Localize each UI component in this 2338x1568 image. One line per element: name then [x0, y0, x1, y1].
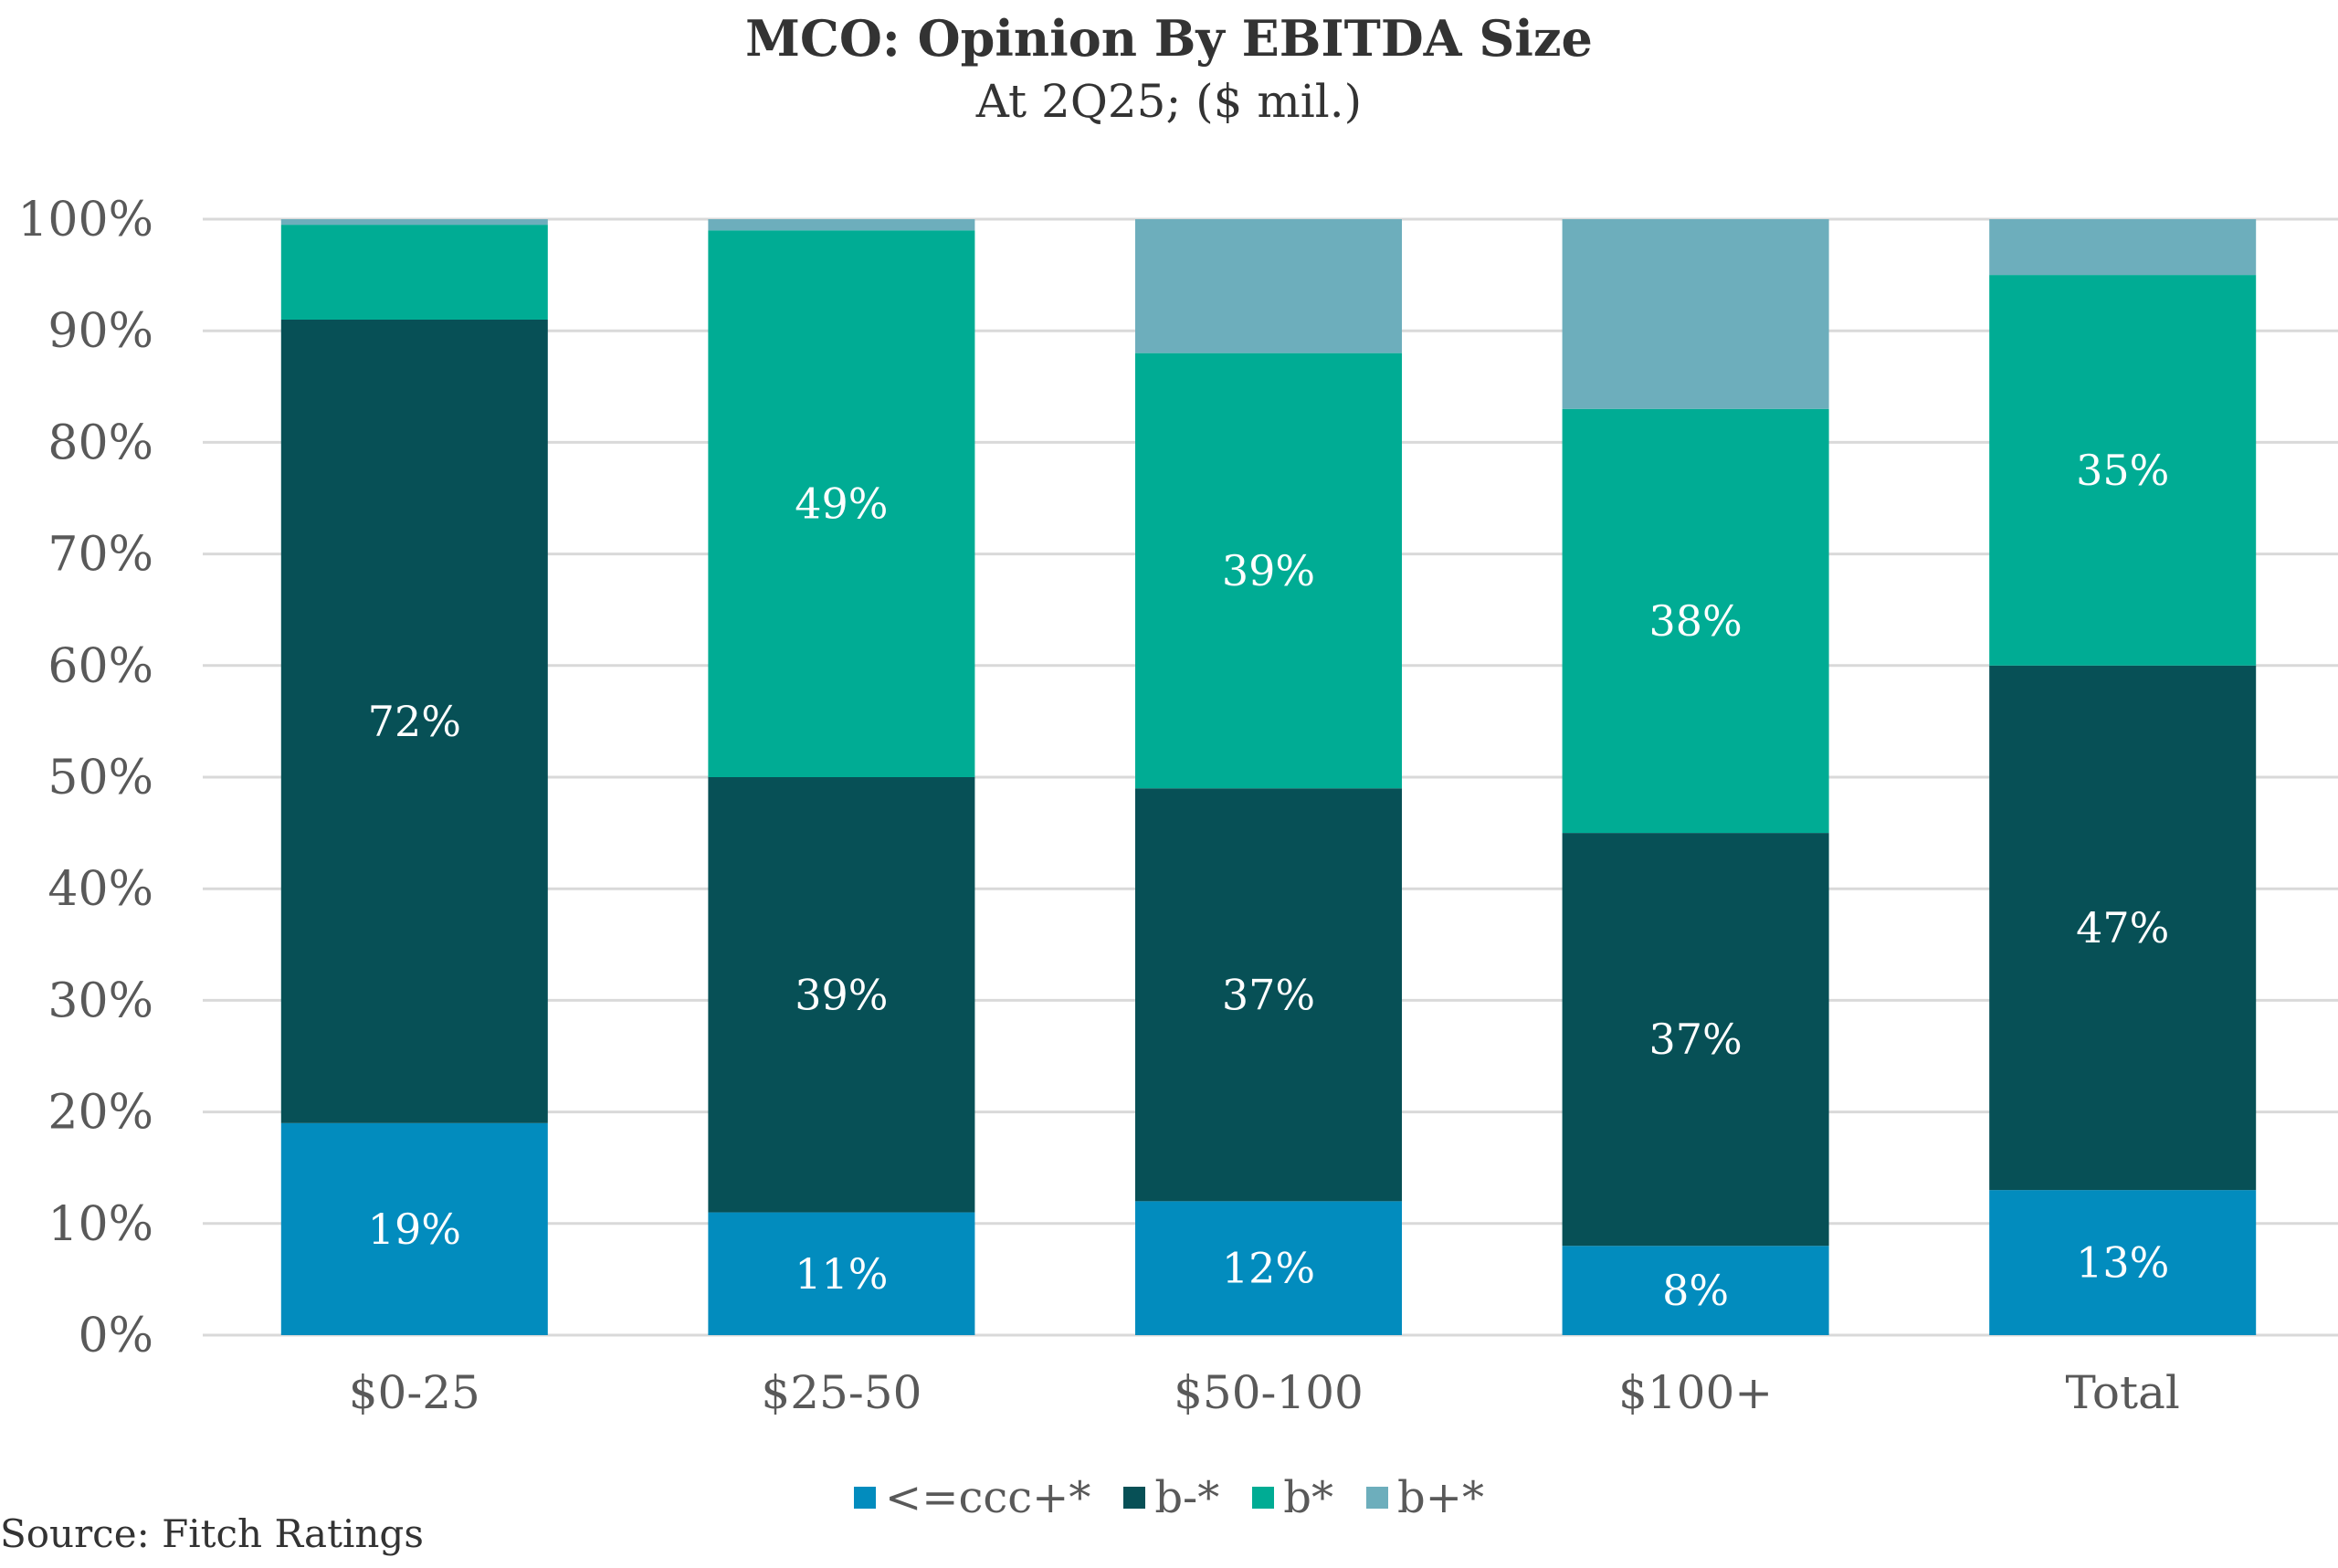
y-tick-label: 50%: [47, 751, 153, 805]
bar-data-label: 39%: [1222, 546, 1315, 595]
bar-segment: [1562, 833, 1829, 1247]
bar-data-label: 19%: [368, 1205, 461, 1254]
y-tick-label: 100%: [17, 193, 153, 247]
bar-segment: [280, 1122, 548, 1335]
y-tick-label: 70%: [47, 528, 153, 583]
bar-segment: [1989, 219, 2257, 276]
bar-segment: [280, 225, 548, 320]
bar-segment: [708, 777, 975, 1213]
y-tick-label: 90%: [47, 304, 153, 359]
x-tick-label: Total: [2065, 1366, 2179, 1419]
legend-item: <=ccc+*: [854, 1472, 1090, 1523]
bars: [280, 219, 2257, 1335]
y-tick-label: 80%: [47, 416, 153, 470]
bar-data-label: 72%: [368, 697, 461, 746]
bar-segment: [1989, 275, 2257, 666]
y-tick-label: 30%: [47, 973, 153, 1028]
legend-label: b+*: [1397, 1472, 1484, 1523]
bar-segment: [708, 230, 975, 778]
x-tick-label: $50-100: [1174, 1366, 1364, 1419]
legend: <=ccc+* b-* b* b+*: [0, 1472, 2338, 1523]
y-tick-label: 10%: [47, 1197, 153, 1252]
bar-data-label: 13%: [2076, 1238, 2169, 1288]
legend-swatch: [854, 1487, 877, 1509]
bar-segment: [1562, 408, 1829, 834]
source-note: Source: Fitch Ratings: [0, 1511, 424, 1556]
legend-item: b*: [1252, 1472, 1333, 1523]
bar-data-label: 12%: [1222, 1244, 1315, 1293]
legend-item: b-*: [1123, 1472, 1219, 1523]
bar-data-label: 49%: [795, 479, 888, 529]
x-axis-tick-labels: $0-25 $25-50 $50-100 $100+ Total: [349, 1366, 2180, 1419]
chart-subtitle: At 2Q25; ($ mil.): [975, 75, 1363, 128]
y-tick-label: 40%: [47, 862, 153, 917]
x-tick-label: $0-25: [349, 1366, 480, 1419]
bar-segment: [708, 219, 975, 231]
x-tick-label: $100+: [1618, 1366, 1773, 1419]
bar-data-label: 47%: [2076, 903, 2169, 952]
bar-segment: [280, 219, 548, 226]
y-tick-label: 0%: [79, 1309, 154, 1363]
legend-label: b-*: [1154, 1472, 1220, 1523]
x-tick-label: $25-50: [761, 1366, 922, 1419]
bar-data-label: 39%: [795, 970, 888, 1019]
legend-label: <=ccc+*: [885, 1472, 1091, 1523]
bar-data-label: 8%: [1662, 1266, 1729, 1315]
bar-segment: [1135, 219, 1402, 353]
y-tick-label: 60%: [47, 639, 153, 694]
bar-data-label: 37%: [1648, 1015, 1742, 1064]
bar-segment: [280, 319, 548, 1123]
bar-data-label: 38%: [1648, 596, 1742, 646]
bar-segment: [1562, 1246, 1829, 1335]
bar-data-label: 11%: [795, 1249, 888, 1299]
bar-data-label: 37%: [1222, 970, 1315, 1019]
legend-item: b+*: [1366, 1472, 1484, 1523]
y-tick-label: 20%: [47, 1086, 153, 1141]
bar-segment: [1135, 1201, 1402, 1335]
chart-title: MCO: Opinion By EBITDA Size: [745, 9, 1593, 68]
legend-swatch: [1366, 1487, 1389, 1509]
bar-segment: [1135, 353, 1402, 789]
bar-segment: [708, 1212, 975, 1335]
bar-segment: [1562, 219, 1829, 409]
bar-segment: [1135, 788, 1402, 1202]
bar-segment: [1989, 665, 2257, 1191]
bar-data-labels: 19% 72% 11% 39% 49% 12% 37% 39% 8% 37% 38% 13% 47% 35…: [368, 446, 2170, 1315]
bar-segment: [1989, 1190, 2257, 1335]
y-axis-tick-labels: 0% 10% 20% 30% 40% 50% 60% 70% 80% 90% 100%: [17, 193, 153, 1363]
legend-swatch: [1252, 1487, 1275, 1509]
legend-label: b*: [1283, 1472, 1334, 1523]
legend-swatch: [1123, 1487, 1146, 1509]
bar-data-label: 35%: [2076, 446, 2169, 495]
